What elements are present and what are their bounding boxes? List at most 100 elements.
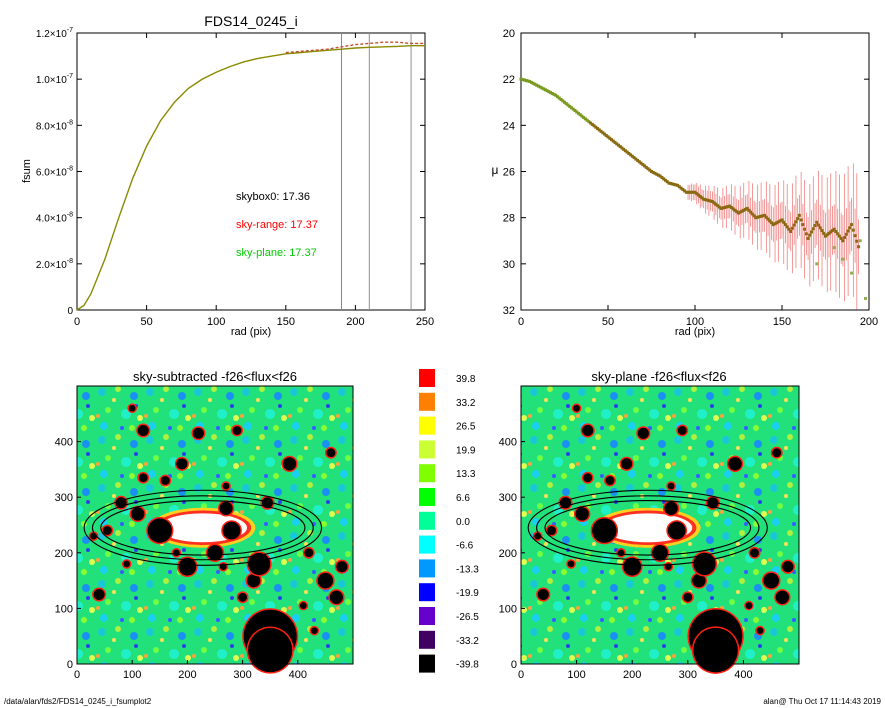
fsum-y-tick-exponent: -8 [67,212,73,219]
mu-point [670,182,674,186]
mu-point [742,208,746,212]
sky-plane-y-tick-label: 100 [499,603,517,615]
mu-point [616,143,620,147]
fsum-y-tick-label: 0 [67,306,73,317]
sky-plane-masked-star [617,549,625,557]
colorbar-label: -13.3 [456,564,479,575]
sky-subtracted-isophote-ellipse [100,499,306,556]
fsum-series-line [285,41,425,54]
mu-point [653,171,657,175]
mu-point [630,154,634,158]
mu-x-ticks: 0 50 100 150 200 [518,33,878,328]
colorbar-label: 26.5 [456,422,476,433]
mu-point [531,81,535,85]
mu-point [731,207,735,211]
fsum-y-axis-label: fsum [21,159,33,183]
sky-plane-masked-star [683,592,693,602]
sky-subtracted-masked-star [137,424,149,437]
mu-point [837,234,841,238]
mu-point [787,227,791,231]
fsum-series [76,41,425,311]
mu-point [817,223,821,227]
mu-point [740,209,744,213]
fsum-y-tick-mantissa: 1.0×10 [36,75,67,86]
colorbar-label: -19.9 [456,588,479,599]
fsum-x-tick-label: 100 [207,316,225,328]
fsum-y-tick-mantissa: 8.0×10 [36,121,67,132]
colorbar-label: -26.5 [456,612,479,623]
mu-point [726,205,730,209]
sky-plane-isophote-ellipse [536,495,760,561]
mu-point [538,85,542,89]
mu-point [750,212,754,216]
mu-point [543,88,547,92]
sky-subtracted-masked-star [102,526,112,535]
mu-point [540,86,544,90]
mu-point [644,165,648,169]
mu-point [550,91,554,95]
sky-subtracted-masked-star [160,476,170,485]
fsum-y-tick-label: 2.0×10-8 [36,258,73,271]
sky-plane-y-tick-label: 300 [499,492,517,504]
sky-subtracted-masked-star [300,602,307,609]
mu-point [557,96,561,100]
colorbar-swatch [419,488,435,506]
mu-point [590,122,594,126]
mu-point [719,206,723,210]
sky-subtracted-y-tick-label: 0 [67,659,73,671]
annotation-skybox0: skybox0: 17.36 [236,191,310,203]
sky-plane-masked-star [750,548,759,558]
sky-subtracted-x-tick-label: 0 [74,669,80,681]
mu-point [665,180,669,184]
mu-point [545,89,549,93]
mu-point [592,124,596,128]
sky-plane-masked-star [567,560,575,568]
sky-plane-masked-star [664,501,678,515]
sky-subtracted-masked-star [93,588,105,601]
mu-x-axis-label: rad (pix) [675,326,715,338]
mu-point [829,230,833,234]
mu-point [754,216,758,220]
sky-plane-x-tick-label: 200 [623,669,641,681]
mu-point [643,164,647,168]
mu-plot-frame [520,32,870,311]
sky-plane-x-ticks: 0 100 200 300 400 [518,660,753,681]
mu-point [818,226,822,230]
sky-subtracted-masked-star [178,557,197,576]
mu-point [618,145,622,149]
mu-point [568,104,572,108]
mu-point [582,115,586,119]
mu-point [707,199,711,203]
mu-point [681,188,685,192]
mu-point [636,158,640,162]
mu-y-tick-label: 30 [503,259,515,271]
mu-point [651,170,655,174]
mu-point [696,193,700,197]
mu-point [606,135,610,139]
mu-point [749,210,753,214]
sky-subtracted-masked-star [173,549,180,557]
sky-plane-masked-star [537,588,549,601]
mu-point [656,173,660,177]
mu-point [571,107,575,111]
sky-plane-masked-star [728,457,742,471]
sky-subtracted-masked-star [311,627,318,634]
sky-plane-isophote-ellipse [527,489,768,566]
fsum-y-tick-label: 1.0×10-7 [36,73,73,86]
sky-plane-masked-star [692,573,706,588]
mu-point [695,192,699,196]
mu-point [536,84,540,88]
colorbar-swatch [419,416,435,435]
mu-point [691,190,695,194]
fsum-chart: FDS14_0245_i rad (pix) fsum 0 50 100 150 200… [21,13,434,338]
mu-data-points [519,77,868,310]
mu-point [844,232,848,236]
mu-point [759,214,763,218]
sky-subtracted-masked-star [326,448,336,458]
sky-plane-masked-star [693,552,716,576]
fsum-series-line [76,44,425,311]
mu-point [698,194,702,198]
sky-plane-masked-star [592,518,617,543]
sky-plane-masked-star [775,590,789,604]
